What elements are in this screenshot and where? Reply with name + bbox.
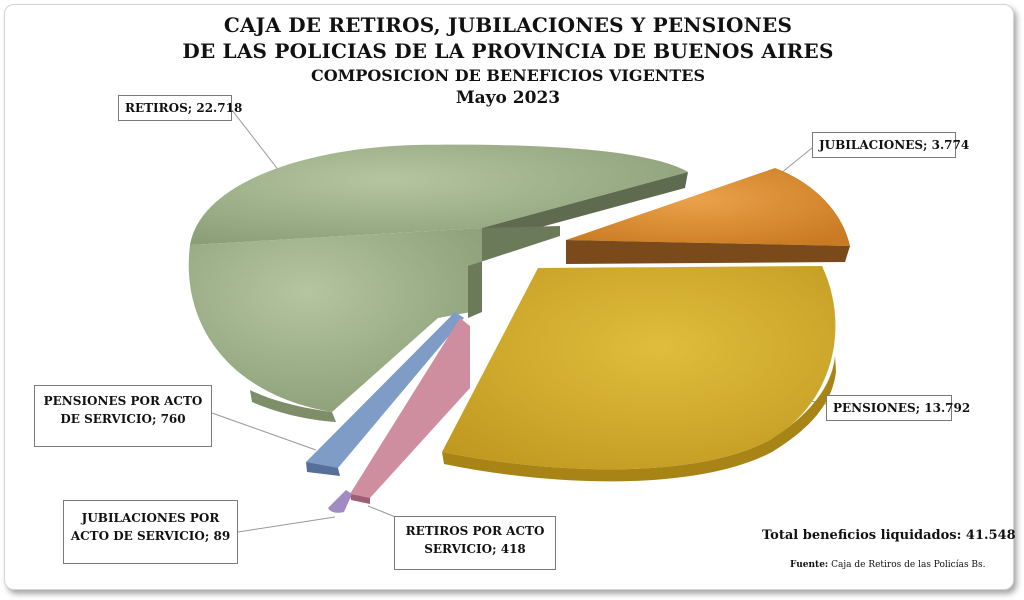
chart-title-line1: CAJA DE RETIROS, JUBILACIONES Y PENSIONE… (223, 13, 793, 37)
label-retiros-acto: RETIROS POR ACTO SERVICIO; 418 (394, 516, 556, 570)
label-jubilaciones-acto: JUBILACIONES POR ACTO DE SERVICIO; 89 (63, 500, 238, 564)
label-jubilaciones-acto-line1: JUBILACIONES POR (81, 511, 220, 525)
pie-slice-jubilaciones (566, 168, 850, 264)
chart-title-line2: DE LAS POLICIAS DE LA PROVINCIA DE BUENO… (182, 39, 834, 63)
pie-slice-pensiones (442, 266, 836, 482)
label-pensiones: PENSIONES; 13.792 (826, 395, 970, 421)
label-jubilaciones-text: JUBILACIONES; 3.774 (819, 138, 970, 152)
label-jubilaciones: JUBILACIONES; 3.774 (812, 132, 969, 158)
source-text: Caja de Retiros de las Policías Bs. (828, 560, 986, 570)
label-retiros-acto-line1: RETIROS POR ACTO (405, 524, 545, 538)
label-pensiones-text: PENSIONES; 13.792 (833, 401, 971, 415)
chart-date: Mayo 2023 (455, 88, 561, 108)
source-note: Fuente: Caja de Retiros de las Policías … (790, 560, 986, 570)
total-benefits: Total beneficios liquidados: 41.548 (762, 528, 1016, 543)
pie-slice-retiros-acto (350, 318, 470, 504)
chart-subtitle: COMPOSICION DE BENEFICIOS VIGENTES (310, 66, 706, 85)
label-pensiones-acto: PENSIONES POR ACTO DE SERVICIO; 760 (34, 385, 212, 447)
chart-title-block: CAJA DE RETIROS, JUBILACIONES Y PENSIONE… (0, 12, 1016, 109)
label-retiros: RETIROS; 22.718 (118, 95, 242, 121)
label-pensiones-acto-line2: DE SERVICIO; 760 (60, 412, 186, 426)
label-retiros-acto-line2: SERVICIO; 418 (424, 542, 526, 556)
leader-line-pensiones-acto (211, 412, 317, 451)
leader-line-retiros-acto (367, 505, 399, 519)
label-jubilaciones-acto-line2: ACTO DE SERVICIO; 89 (70, 529, 231, 543)
pie-slice-jubilaciones-acto (328, 490, 352, 513)
pie-slice-retiros (188, 144, 688, 422)
label-retiros-text: RETIROS; 22.718 (125, 101, 243, 115)
source-label: Fuente: (790, 560, 829, 570)
label-pensiones-acto-line1: PENSIONES POR ACTO (43, 394, 203, 408)
pie-slice-pensiones-acto (306, 312, 464, 476)
leader-line-jubilaciones-acto (237, 516, 336, 533)
